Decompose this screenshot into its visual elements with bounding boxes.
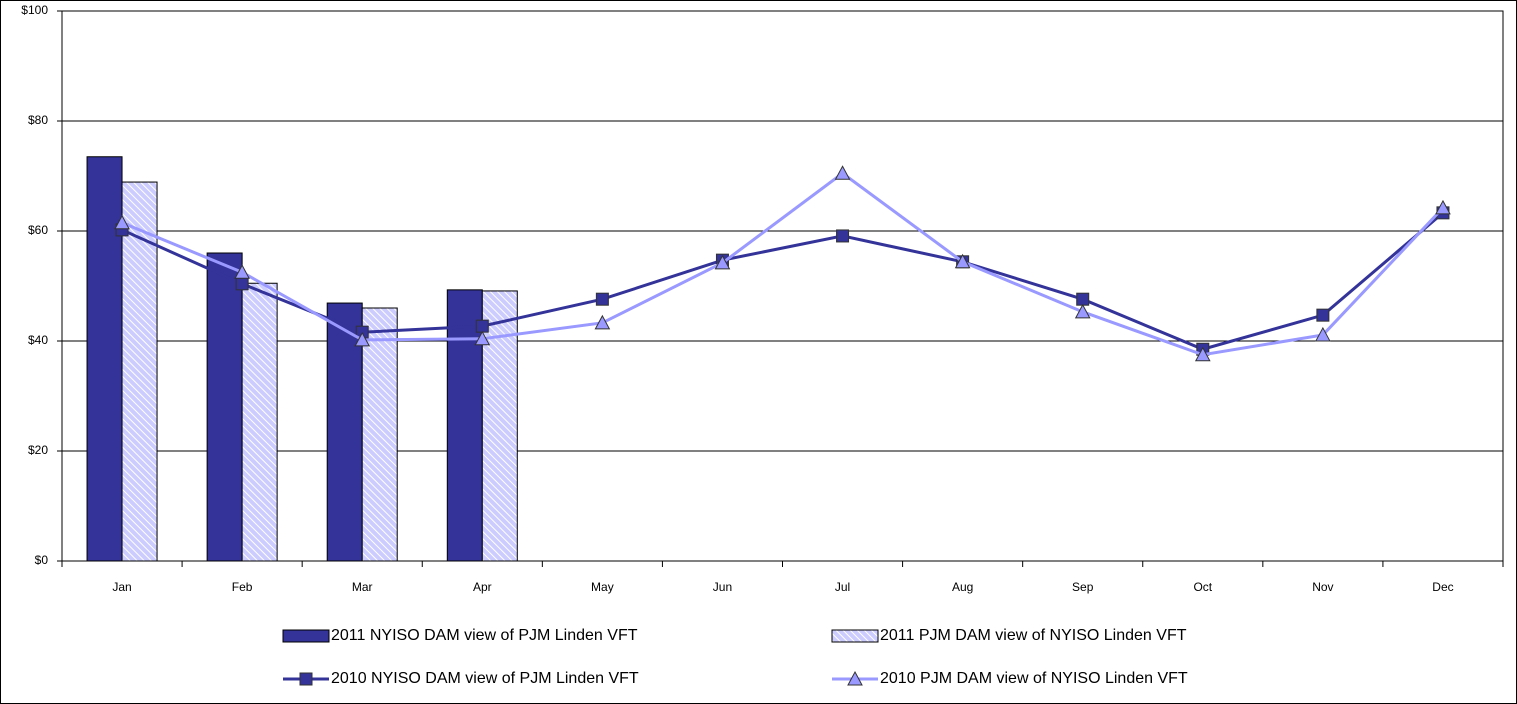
- marker: [1074, 303, 1091, 319]
- x-tick-label: Jan: [112, 580, 131, 594]
- x-tick-label: Oct: [1193, 580, 1212, 594]
- x-tick-label: May: [591, 580, 614, 594]
- bar: [86, 156, 123, 562]
- marker: [114, 214, 130, 230]
- line: [121, 171, 1445, 357]
- marker: [594, 314, 611, 330]
- marker: [1315, 326, 1331, 342]
- y-tick-label: $60: [28, 223, 48, 237]
- x-tick-label: Mar: [352, 580, 373, 594]
- x-tick-label: Sep: [1072, 580, 1094, 594]
- plot-area: [61, 10, 1504, 562]
- legend-label: 2011 NYISO DAM view of PJM Linden VFT: [331, 627, 638, 644]
- marker: [354, 331, 371, 347]
- marker: [475, 319, 489, 333]
- marker: [235, 277, 249, 291]
- bar: [121, 181, 158, 562]
- marker: [595, 292, 609, 306]
- x-tick-label: Jun: [713, 580, 732, 594]
- legend-label: 2010 NYISO DAM view of PJM Linden VFT: [331, 670, 639, 687]
- y-tick-label: $100: [21, 3, 48, 17]
- marker: [234, 264, 250, 279]
- marker: [954, 253, 971, 269]
- bar: [206, 252, 243, 562]
- legend-marker: [299, 672, 313, 686]
- bar: [446, 289, 483, 562]
- y-tick-label: $20: [28, 443, 48, 457]
- x-tick-label: Apr: [473, 580, 492, 594]
- marker: [1316, 308, 1330, 322]
- y-tick-label: $40: [28, 333, 48, 347]
- line: [121, 211, 1444, 351]
- marker: [1435, 199, 1451, 215]
- bar: [241, 282, 278, 562]
- y-tick-label: $80: [28, 113, 48, 127]
- x-tick-label: Nov: [1312, 580, 1333, 594]
- y-tick-label: $0: [35, 553, 49, 567]
- legend-label: 2010 PJM DAM view of NYISO Linden VFT: [880, 670, 1188, 687]
- legend-swatch: [831, 629, 879, 643]
- legend-label: 2011 PJM DAM view of NYISO Linden VFT: [880, 627, 1187, 644]
- legend-swatch: [282, 629, 330, 643]
- x-tick-label: Feb: [232, 580, 253, 594]
- x-tick-label: Dec: [1432, 580, 1453, 594]
- legend-marker: [847, 670, 863, 686]
- marker: [1194, 346, 1211, 362]
- marker: [714, 254, 731, 270]
- bar: [361, 307, 398, 562]
- x-tick-label: Jul: [835, 580, 850, 594]
- x-tick-label: Aug: [952, 580, 973, 594]
- marker: [1076, 292, 1090, 306]
- marker: [834, 165, 851, 180]
- marker: [474, 330, 491, 346]
- marker: [836, 229, 850, 243]
